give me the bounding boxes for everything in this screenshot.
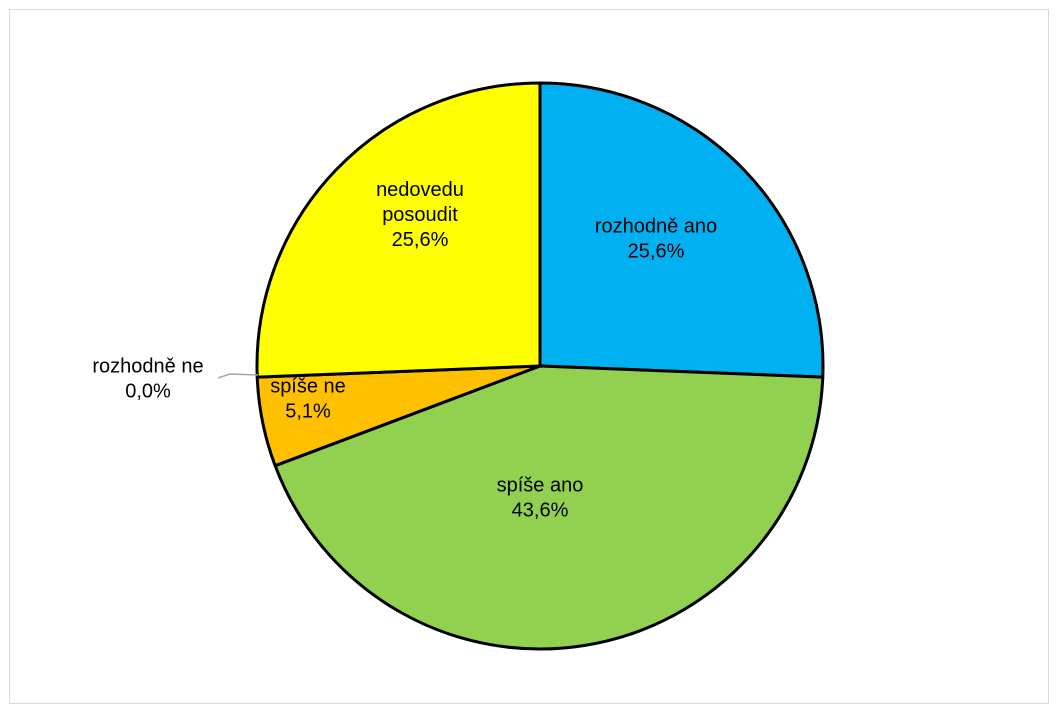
data-label-name-spise-ne: spíše ne: [270, 376, 346, 398]
data-label-name-rozhodne-ne: rozhodně ne: [92, 356, 203, 378]
data-label-name-nedovedu-posoudit: posoudit: [382, 204, 458, 226]
pie-slices: [255, 81, 825, 651]
pie-slice-spise-ano: [273, 364, 825, 651]
pie-slice-rozhodne-ano: [538, 81, 825, 379]
data-label-value-spise-ano: 43,6%: [512, 500, 569, 522]
pie-data-labels: rozhodně ano 25,6% spíše ano 43,6% spíše ne 5…: [92, 179, 717, 522]
data-label-value-spise-ne: 5,1%: [285, 401, 331, 423]
data-label-name-spise-ano: spíše ano: [497, 475, 584, 497]
data-label-value-nedovedu-posoudit: 25,6%: [392, 229, 449, 251]
data-label-value-rozhodne-ne: 0,0%: [125, 381, 171, 403]
data-label-name-nedovedu-posoudit: nedovedu: [376, 179, 464, 201]
leader-line-rozhodne-ne: [217, 373, 259, 379]
data-label-name-rozhodne-ano: rozhodně ano: [595, 216, 717, 238]
pie-slice-nedovedu-posoudit: [255, 81, 542, 379]
data-label-value-rozhodne-ano: 25,6%: [628, 241, 685, 263]
